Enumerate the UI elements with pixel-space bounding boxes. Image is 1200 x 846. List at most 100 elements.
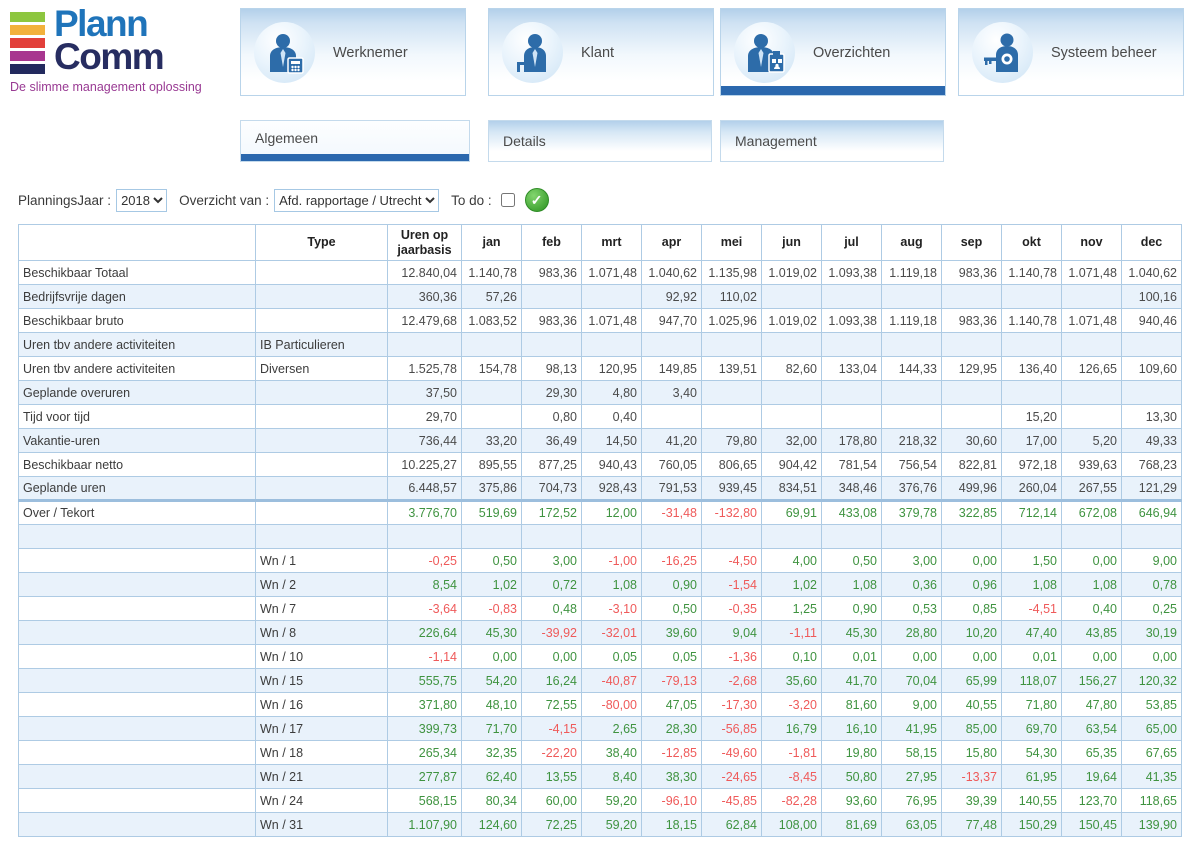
value-cell: 1.135,98 — [701, 260, 762, 285]
value-cell: -82,28 — [761, 788, 822, 813]
row-label-cell — [18, 740, 256, 765]
value-cell: 760,05 — [641, 452, 702, 477]
value-cell: 59,20 — [581, 812, 642, 837]
table-row-wn-15: Wn / 15 555,75 54,20 16,24 -40,87 -79,13 -2,68… — [18, 668, 1182, 693]
nav-selected-indicator — [721, 86, 945, 95]
row-label-cell: Beschikbaar Totaal — [18, 260, 256, 285]
value-cell: 226,64 — [387, 620, 462, 645]
tab-label: Algemeen — [255, 129, 319, 146]
table-row-wn-31: Wn / 31 1.107,90 124,60 72,25 59,20 18,15 62,8… — [18, 812, 1182, 837]
value-cell: 8,40 — [581, 764, 642, 789]
value-cell — [581, 332, 642, 357]
value-cell: 81,69 — [821, 812, 882, 837]
value-cell: -17,30 — [701, 692, 762, 717]
logo-text: Plann Comm — [54, 3, 235, 74]
value-cell — [461, 380, 522, 405]
value-cell: 48,10 — [461, 692, 522, 717]
nav-button-klant[interactable]: Klant — [488, 8, 714, 96]
value-cell — [1121, 332, 1182, 357]
value-cell: 149,85 — [641, 356, 702, 381]
table-header-row: Type Uren op jaarbasis jan feb mrt apr mei jun j… — [18, 224, 1182, 261]
value-cell: 47,05 — [641, 692, 702, 717]
value-cell: 1.093,38 — [821, 308, 882, 333]
column-header-sep: sep — [941, 224, 1002, 261]
value-cell: 109,60 — [1121, 356, 1182, 381]
hours-overview-table: Type Uren op jaarbasis jan feb mrt apr mei jun j… — [18, 224, 1182, 837]
table-row-uren-tbv-andere-activiteiten: Uren tbv andere activiteiten IB Particuli… — [18, 332, 1182, 357]
value-cell: 69,70 — [1001, 716, 1062, 741]
tab-management[interactable]: Management — [720, 120, 944, 162]
row-type-cell — [255, 476, 388, 501]
value-cell — [1121, 524, 1182, 549]
tab-algemeen[interactable]: Algemeen — [240, 120, 470, 162]
value-cell: 16,79 — [761, 716, 822, 741]
value-cell: 139,90 — [1121, 812, 1182, 837]
value-cell: -1,54 — [701, 572, 762, 597]
value-cell: 108,00 — [761, 812, 822, 837]
row-label-cell — [18, 716, 256, 741]
value-cell: -45,85 — [701, 788, 762, 813]
row-type-cell: Wn / 7 — [255, 596, 388, 621]
value-cell: 65,99 — [941, 668, 1002, 693]
value-cell: 939,45 — [701, 476, 762, 501]
value-cell: 8,54 — [387, 572, 462, 597]
value-cell: 0,05 — [581, 644, 642, 669]
value-cell: 150,29 — [1001, 812, 1062, 837]
nav-button-systeem-beheer[interactable]: Systeem beheer — [958, 8, 1184, 96]
value-cell: 0,72 — [521, 572, 582, 597]
nav-button-werknemer[interactable]: Werknemer — [240, 8, 466, 96]
value-cell: 0,00 — [461, 644, 522, 669]
value-cell: -132,80 — [701, 499, 762, 525]
value-cell — [1001, 524, 1062, 549]
value-cell: 0,80 — [521, 404, 582, 429]
row-type-cell — [255, 404, 388, 429]
column-header-empty — [18, 224, 256, 261]
value-cell — [387, 524, 462, 549]
value-cell: 1,08 — [1001, 572, 1062, 597]
green-check-icon[interactable]: ✓ — [524, 188, 549, 212]
value-cell: 41,20 — [641, 428, 702, 453]
table-row-wn-18: Wn / 18 265,34 32,35 -22,20 38,40 -12,85 -49,6… — [18, 740, 1182, 765]
value-cell: 121,29 — [1121, 476, 1182, 501]
value-cell: 43,85 — [1061, 620, 1122, 645]
table-row-wn-8: Wn / 8 226,64 45,30 -39,92 -32,01 39,60 9,04 -1… — [18, 620, 1182, 645]
row-label-cell: Vakantie-uren — [18, 428, 256, 453]
value-cell: 0,48 — [521, 596, 582, 621]
value-cell: 120,95 — [581, 356, 642, 381]
value-cell: 4,80 — [581, 380, 642, 405]
value-cell: 1.071,48 — [581, 308, 642, 333]
value-cell: 150,45 — [1061, 812, 1122, 837]
value-cell — [581, 524, 642, 549]
value-cell: 85,00 — [941, 716, 1002, 741]
value-cell: 1.071,48 — [1061, 260, 1122, 285]
value-cell: 3,00 — [521, 548, 582, 573]
value-cell — [461, 524, 522, 549]
row-type-cell: Wn / 10 — [255, 644, 388, 669]
value-cell: 822,81 — [941, 452, 1002, 477]
value-cell: 27,95 — [881, 764, 942, 789]
value-cell: 972,18 — [1001, 452, 1062, 477]
value-cell: -1,81 — [761, 740, 822, 765]
overviews-icon — [734, 22, 795, 83]
value-cell — [1061, 284, 1122, 309]
value-cell: 0,01 — [1001, 644, 1062, 669]
value-cell: 1,08 — [821, 572, 882, 597]
planningsjaar-select[interactable]: 2018 — [116, 188, 168, 212]
value-cell — [821, 380, 882, 405]
value-cell: 12,00 — [581, 499, 642, 525]
value-cell: 71,80 — [1001, 692, 1062, 717]
logo-title-plann: Plann — [54, 3, 149, 44]
value-cell: 59,20 — [581, 788, 642, 813]
value-cell: 0,00 — [1061, 548, 1122, 573]
value-cell — [641, 524, 702, 549]
todo-checkbox[interactable] — [500, 193, 515, 207]
table-row-beschikbaar-totaal: Beschikbaar Totaal 12.840,04 1.140,78 983,3… — [18, 260, 1182, 285]
overzicht-van-select[interactable]: Afd. rapportage / Utrecht — [274, 188, 440, 212]
nav-button-overzichten[interactable]: Overzichten — [720, 8, 946, 96]
value-cell: 67,65 — [1121, 740, 1182, 765]
value-cell — [1001, 380, 1062, 405]
value-cell: 877,25 — [521, 452, 582, 477]
tab-details[interactable]: Details — [488, 120, 712, 162]
value-cell — [701, 524, 762, 549]
value-cell: 17,00 — [1001, 428, 1062, 453]
